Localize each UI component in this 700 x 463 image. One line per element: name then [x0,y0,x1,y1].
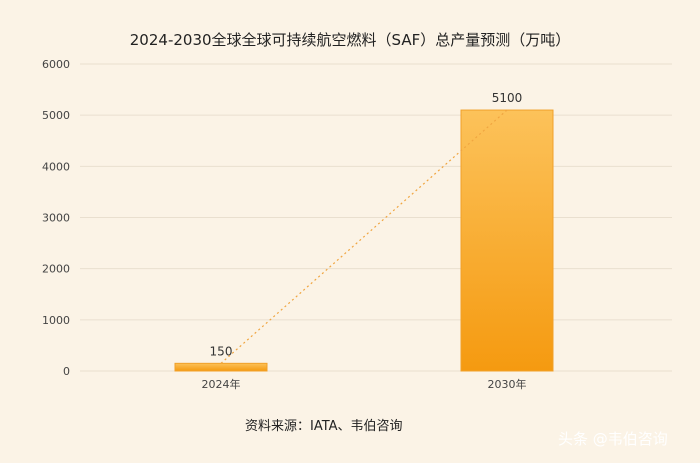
y-tick-label: 4000 [42,160,70,173]
bars: 150 5100 [174,91,554,372]
y-tick-label: 5000 [42,109,70,122]
y-tick-label: 0 [63,365,70,378]
grid-lines [80,63,672,372]
chart-title: 2024-2030全球全球可持续航空燃料（SAF）总产量预测（万吨） [130,31,570,49]
bar [460,109,554,372]
x-axis: 2024年 2030年 [202,377,527,391]
source-note: 资料来源：IATA、韦伯咨询 [245,419,403,434]
trend-line [220,109,508,364]
y-axis: 0 1000 2000 3000 4000 5000 6000 [42,58,70,378]
watermark: 头条 @韦伯咨询 [558,430,668,448]
y-tick-label: 3000 [42,212,70,225]
x-tick-label: 2030年 [488,377,527,391]
data-label: 150 [210,344,233,358]
data-label: 5100 [492,91,523,105]
y-tick-label: 1000 [42,314,70,327]
y-tick-label: 6000 [42,58,70,71]
bar [174,362,268,372]
y-tick-label: 2000 [42,263,70,276]
x-tick-label: 2024年 [202,377,241,391]
trend-line-segment [220,109,508,364]
